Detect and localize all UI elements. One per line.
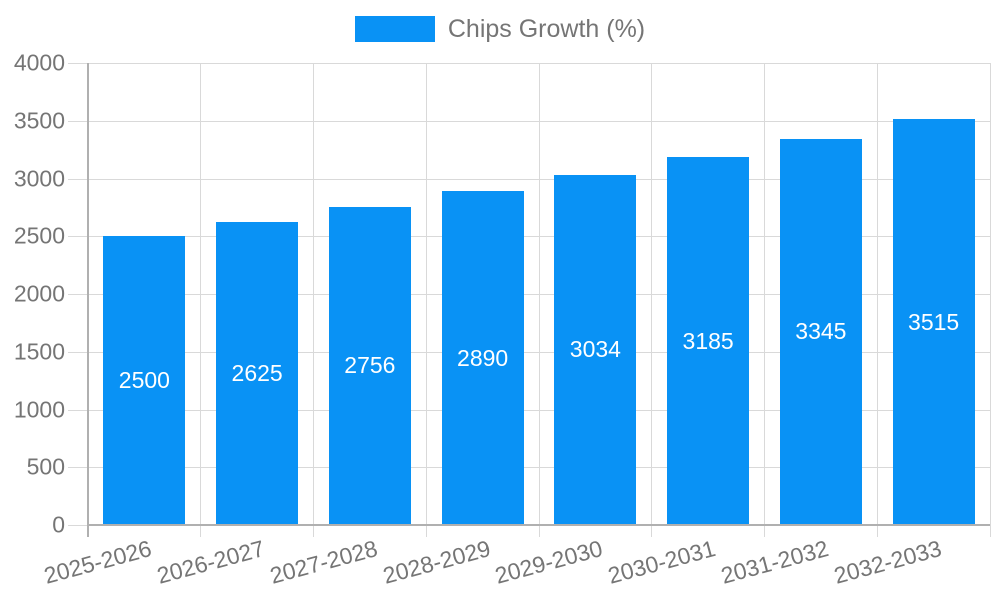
bar-value-label: 3515	[908, 308, 960, 335]
x-tick	[764, 525, 765, 537]
x-axis-tick-label: 2026-2027	[154, 535, 268, 589]
bar[interactable]: 3185	[667, 157, 750, 525]
y-axis-tick-label: 3000	[13, 165, 65, 191]
bar-value-label: 3185	[682, 327, 734, 354]
x-tick	[989, 525, 991, 537]
x-tick	[876, 525, 878, 537]
v-gridline	[425, 63, 427, 525]
v-gridline	[764, 63, 765, 525]
y-tick	[68, 467, 88, 469]
bar-value-label: 2890	[457, 344, 509, 371]
v-gridline	[651, 63, 653, 525]
x-axis-tick-label: 2025-2026	[41, 535, 155, 589]
bar-value-label: 3034	[569, 336, 621, 363]
bar-value-label: 2756	[344, 352, 396, 379]
y-axis-tick-label: 500	[26, 453, 65, 480]
bar[interactable]: 2756	[328, 206, 411, 525]
y-tick	[68, 525, 88, 526]
x-tick	[425, 525, 427, 537]
y-axis-line	[87, 63, 89, 537]
y-tick	[68, 178, 88, 180]
legend[interactable]: Chips Growth (%)	[0, 16, 1000, 42]
y-tick	[68, 409, 88, 411]
bar[interactable]: 3515	[892, 119, 975, 525]
x-axis-tick-label: 2029-2030	[492, 535, 606, 589]
x-axis-tick-label: 2030-2031	[605, 535, 719, 589]
y-tick	[68, 120, 88, 122]
y-axis-tick-label: 1500	[13, 338, 65, 365]
y-tick	[68, 63, 88, 64]
bar-value-label: 2500	[118, 367, 170, 394]
y-axis-tick-label: 3500	[13, 107, 65, 134]
x-tick	[313, 525, 314, 537]
v-gridline	[876, 63, 878, 525]
x-axis-tick-label: 2032-2033	[830, 535, 944, 589]
bar[interactable]: 2625	[216, 221, 299, 525]
x-tick	[651, 525, 653, 537]
bar[interactable]: 3034	[554, 174, 637, 525]
y-tick	[68, 351, 88, 353]
y-axis-tick-label: 2000	[13, 280, 65, 307]
bar-value-label: 2625	[231, 359, 283, 386]
bar[interactable]: 2890	[441, 191, 524, 525]
x-axis-tick-label: 2027-2028	[267, 535, 381, 589]
v-gridline	[313, 63, 314, 525]
y-axis-tick-label: 4000	[13, 49, 65, 76]
plot-area: 0 500 1000 1500 2000 2500 3000 3500 4000 2500 2625…	[14, 51, 991, 589]
legend-label: Chips Growth (%)	[447, 14, 646, 43]
v-gridline	[538, 63, 540, 525]
bar[interactable]: 2500	[103, 236, 186, 525]
bar-value-label: 3345	[795, 318, 847, 345]
y-axis-tick-label: 0	[52, 511, 65, 538]
y-axis-tick-label: 2500	[13, 222, 65, 249]
v-gridline	[200, 63, 202, 525]
y-tick	[68, 236, 88, 238]
x-tick	[200, 525, 202, 537]
v-gridline	[989, 63, 991, 525]
y-axis-tick-label: 1000	[13, 396, 65, 422]
x-axis-tick-label: 2028-2029	[379, 535, 493, 589]
x-tick	[538, 525, 540, 537]
x-axis-tick-label: 2031-2032	[718, 535, 832, 589]
x-axis-line	[88, 524, 990, 526]
y-tick	[68, 294, 88, 295]
legend-swatch-icon	[354, 16, 435, 42]
bar[interactable]: 3345	[779, 138, 862, 525]
